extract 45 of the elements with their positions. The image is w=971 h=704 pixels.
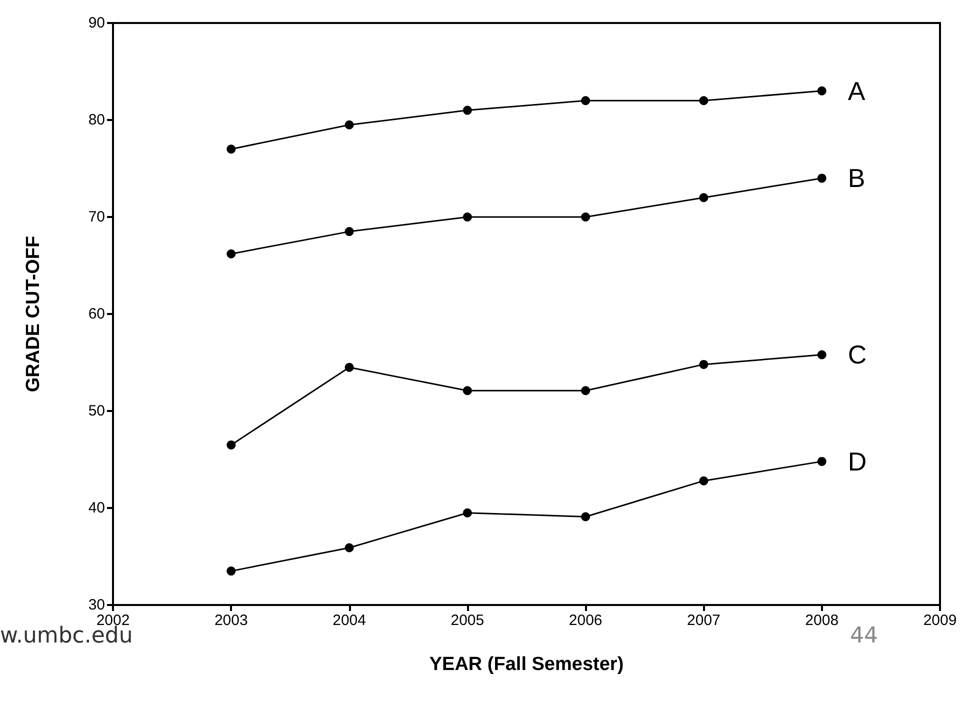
point: [344, 120, 354, 130]
text: 44: [850, 624, 878, 648]
point: [344, 227, 354, 236]
point: [462, 106, 472, 115]
y-tick-label: 70: [88, 208, 105, 226]
series-label: D: [848, 446, 867, 476]
y-tick-label: 80: [88, 112, 105, 128]
series-label: C: [848, 340, 867, 370]
point: [226, 566, 236, 576]
point: [462, 508, 472, 518]
x-tick-label: 2003: [214, 612, 248, 629]
point: [581, 96, 590, 106]
x-tick-label: 2009: [923, 612, 957, 629]
x-tick-label: 2004: [332, 612, 366, 629]
y-tick-label: 40: [88, 500, 105, 516]
point: [344, 543, 354, 552]
y-tick-label: 30: [88, 596, 105, 614]
x-axis-title: YEAR (Fall Semester): [429, 654, 624, 675]
x-tick-label: 2007: [687, 612, 720, 629]
point: [699, 360, 708, 369]
series-label: A: [848, 76, 866, 106]
point: [462, 386, 472, 396]
point: [817, 174, 826, 183]
x-tick-label: 2005: [450, 612, 484, 629]
series-label: B: [848, 163, 866, 194]
point: [462, 212, 472, 222]
point: [699, 96, 708, 106]
y-tick-label: 90: [88, 14, 105, 32]
point: [226, 144, 236, 154]
y-tick-label: 50: [88, 402, 105, 420]
x-tick-label: 2008: [805, 612, 839, 629]
point: [581, 212, 590, 222]
point: [581, 512, 590, 522]
point: [817, 350, 826, 360]
point: [699, 476, 708, 486]
x-tick-label: 2006: [568, 612, 602, 629]
point: [581, 386, 590, 396]
point: [817, 86, 826, 96]
y-tick-label: 60: [88, 306, 105, 322]
y-axis-title: GRADE CUT-OFF: [23, 236, 44, 392]
point: [226, 249, 236, 258]
point: [226, 440, 236, 450]
point: [699, 193, 708, 202]
point: [344, 362, 354, 372]
point: [817, 456, 826, 466]
